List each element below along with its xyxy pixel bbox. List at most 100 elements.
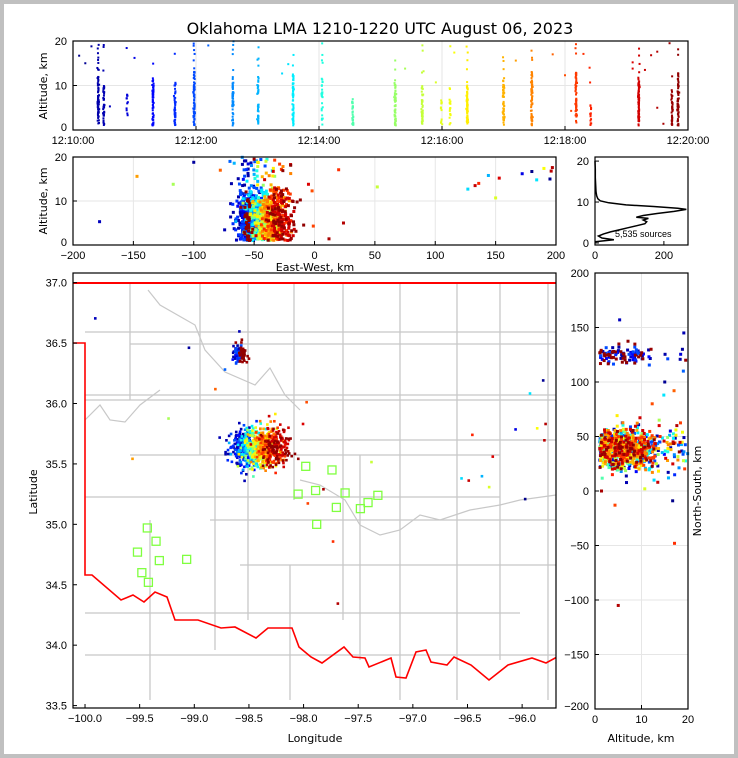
ns-height-point xyxy=(611,462,615,466)
ns-height-ytick-label: 0 xyxy=(583,486,589,498)
plan-view-point xyxy=(236,344,239,347)
ns-height-point xyxy=(680,449,684,453)
ns-height-ytick-label: 200 xyxy=(571,268,589,280)
plan-view-point xyxy=(541,379,545,382)
ew-height-point xyxy=(277,196,281,200)
time-height-point xyxy=(466,107,469,110)
plan-view-point xyxy=(271,465,275,469)
ns-height-point xyxy=(622,450,626,454)
time-height-point xyxy=(174,104,177,107)
altitude-histogram-ytick-label: 0 xyxy=(583,238,589,250)
ew-height-point xyxy=(250,230,254,234)
plan-view-point xyxy=(243,448,247,452)
time-height-point xyxy=(394,122,397,125)
ew-height-point xyxy=(287,196,291,200)
plan-view-point xyxy=(254,430,258,434)
plan-view-point xyxy=(274,456,278,460)
ns-height-point xyxy=(652,478,656,482)
ew-height-point xyxy=(281,213,285,217)
time-height-point xyxy=(78,54,81,57)
ew-height-point xyxy=(282,224,286,228)
plan-view-point xyxy=(232,350,236,353)
time-height-point xyxy=(97,68,100,71)
time-height-point xyxy=(637,90,640,93)
state-border xyxy=(73,342,556,682)
plan-view-point xyxy=(267,442,271,446)
time-height-point xyxy=(257,77,260,80)
ns-height-point xyxy=(645,433,649,437)
time-height-point xyxy=(575,106,578,109)
time-height-point xyxy=(503,104,506,107)
ew-height-point xyxy=(253,202,257,206)
time-height-point xyxy=(393,121,396,124)
time-height-point xyxy=(393,113,396,116)
ns-height-point xyxy=(620,445,624,449)
plan-view-xtick-label: −99.5 xyxy=(126,713,154,725)
plan-view-point xyxy=(273,419,276,423)
time-height-point xyxy=(530,117,533,120)
ns-height-point xyxy=(663,380,667,384)
ns-height-point xyxy=(606,445,610,449)
time-height-point xyxy=(448,116,451,119)
time-height-point xyxy=(96,83,99,86)
ew-height-point xyxy=(282,222,286,226)
ew-height-point xyxy=(293,206,297,210)
time-height-point xyxy=(393,109,396,112)
ew-height-point xyxy=(257,189,261,193)
ew-height-point xyxy=(281,232,285,236)
time-height-point xyxy=(152,86,155,89)
plan-view-point xyxy=(260,439,264,442)
ew-height-point xyxy=(264,218,268,222)
plan-view-point xyxy=(239,455,242,459)
plan-view-point xyxy=(258,452,262,456)
ns-height-point xyxy=(643,443,647,447)
ew-height-point xyxy=(262,206,266,210)
plan-view-point xyxy=(543,439,546,442)
ew-height-point xyxy=(283,214,287,218)
time-height-xtick-label: 12:16:00 xyxy=(421,135,464,147)
plan-view-point xyxy=(253,437,257,440)
plan-view-point xyxy=(487,485,491,489)
time-height-point xyxy=(465,109,468,112)
lma-station-marker xyxy=(373,490,383,500)
time-height-point xyxy=(102,97,105,100)
time-height-point xyxy=(231,48,234,51)
time-height-point xyxy=(291,118,294,121)
plan-view-point xyxy=(281,437,284,441)
time-height-point xyxy=(126,93,129,96)
lma-station-marker xyxy=(151,536,161,546)
ns-height-point xyxy=(619,438,623,442)
time-height-point xyxy=(465,85,468,88)
ns-height-point xyxy=(626,339,630,343)
time-height-point xyxy=(193,112,196,115)
ns-height-point xyxy=(671,436,675,440)
ew-height-point xyxy=(273,174,277,178)
ns-height-point xyxy=(613,441,617,445)
ns-height-point xyxy=(600,453,604,457)
ew-height-point xyxy=(273,207,277,211)
ew-height-point xyxy=(273,158,277,162)
time-height-point xyxy=(394,93,397,96)
time-height-point xyxy=(530,88,533,91)
ew-height-point xyxy=(246,234,250,238)
ew-height-point xyxy=(244,168,248,172)
ns-height-point xyxy=(633,465,637,469)
ns-height-point xyxy=(648,357,652,361)
ew-height-point xyxy=(282,200,286,204)
plan-view-ytick-label: 36.5 xyxy=(46,338,67,350)
time-height-point xyxy=(466,116,469,119)
ew-height-point xyxy=(285,219,289,223)
time-height-point xyxy=(530,109,533,112)
time-height-point xyxy=(394,99,397,102)
ew-height-point xyxy=(494,196,498,200)
plan-view-point xyxy=(236,443,240,447)
source-count-annotation: 5,535 sources xyxy=(615,229,672,239)
ew-height-point xyxy=(253,213,257,217)
time-height-point xyxy=(420,71,423,74)
ns-height-point xyxy=(608,458,612,462)
ew-height-point xyxy=(244,190,248,194)
time-height-xtick-label: 12:14:00 xyxy=(298,135,341,147)
ew-height-point xyxy=(266,227,270,231)
time-height-point xyxy=(97,103,100,106)
plan-view-point xyxy=(262,461,266,465)
